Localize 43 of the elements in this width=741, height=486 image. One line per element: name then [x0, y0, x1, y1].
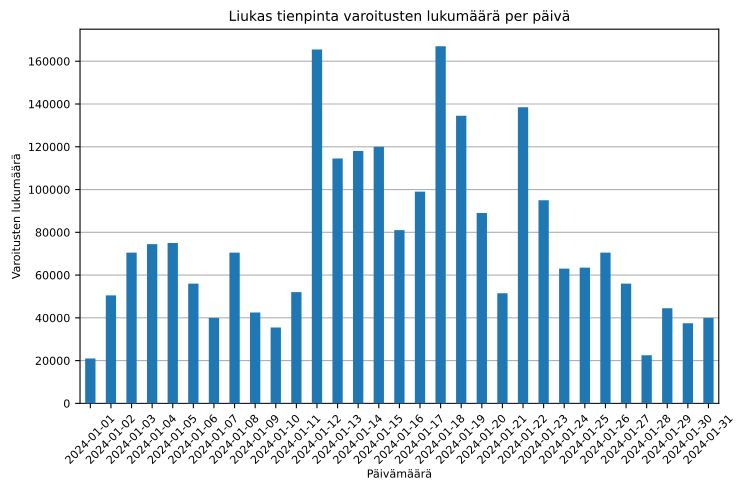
- bar: [374, 146, 384, 404]
- bar: [394, 230, 405, 404]
- bar: [312, 49, 322, 404]
- bar: [270, 327, 281, 404]
- bar: [208, 318, 220, 404]
- bar: [126, 252, 137, 404]
- bar: [642, 355, 652, 404]
- y-tick-label: 60000: [36, 271, 70, 280]
- bar: [188, 284, 199, 404]
- bar: [106, 295, 116, 404]
- bar: [703, 318, 714, 404]
- y-tick-label: 20000: [36, 356, 70, 365]
- x-axis-title: Päivämäärä: [368, 469, 432, 478]
- y-tick-label: 120000: [29, 142, 70, 152]
- bar: [600, 252, 611, 404]
- bar: [580, 268, 590, 404]
- bar: [620, 284, 632, 404]
- y-tick-label: 80000: [36, 228, 70, 237]
- bar: [435, 46, 446, 404]
- bar: [414, 192, 426, 404]
- bar: [559, 268, 570, 404]
- bar: [518, 107, 528, 404]
- bar: [291, 292, 302, 404]
- bar: [456, 116, 466, 404]
- bar: [168, 243, 178, 404]
- bar: [250, 312, 260, 404]
- bar: [85, 358, 96, 404]
- chart-title: Liukas tienpinta varoitusten lukumäärä per päivä: [230, 10, 569, 24]
- y-tick-label: 100000: [29, 186, 70, 194]
- y-axis-title: Varoitusten lukumäärä: [12, 154, 20, 280]
- y-tick-label: 160000: [29, 57, 70, 66]
- bar: [662, 308, 672, 404]
- bar: [353, 151, 364, 404]
- bar: [682, 323, 694, 404]
- bar: [497, 293, 508, 404]
- y-tick-label: 40000: [36, 314, 70, 322]
- bar: [146, 244, 158, 404]
- bar: [229, 252, 240, 404]
- y-tick-label: 0: [64, 399, 70, 408]
- bar: [332, 158, 343, 404]
- bar: [476, 213, 487, 404]
- bar: [538, 200, 549, 404]
- y-tick-label: 140000: [29, 100, 70, 108]
